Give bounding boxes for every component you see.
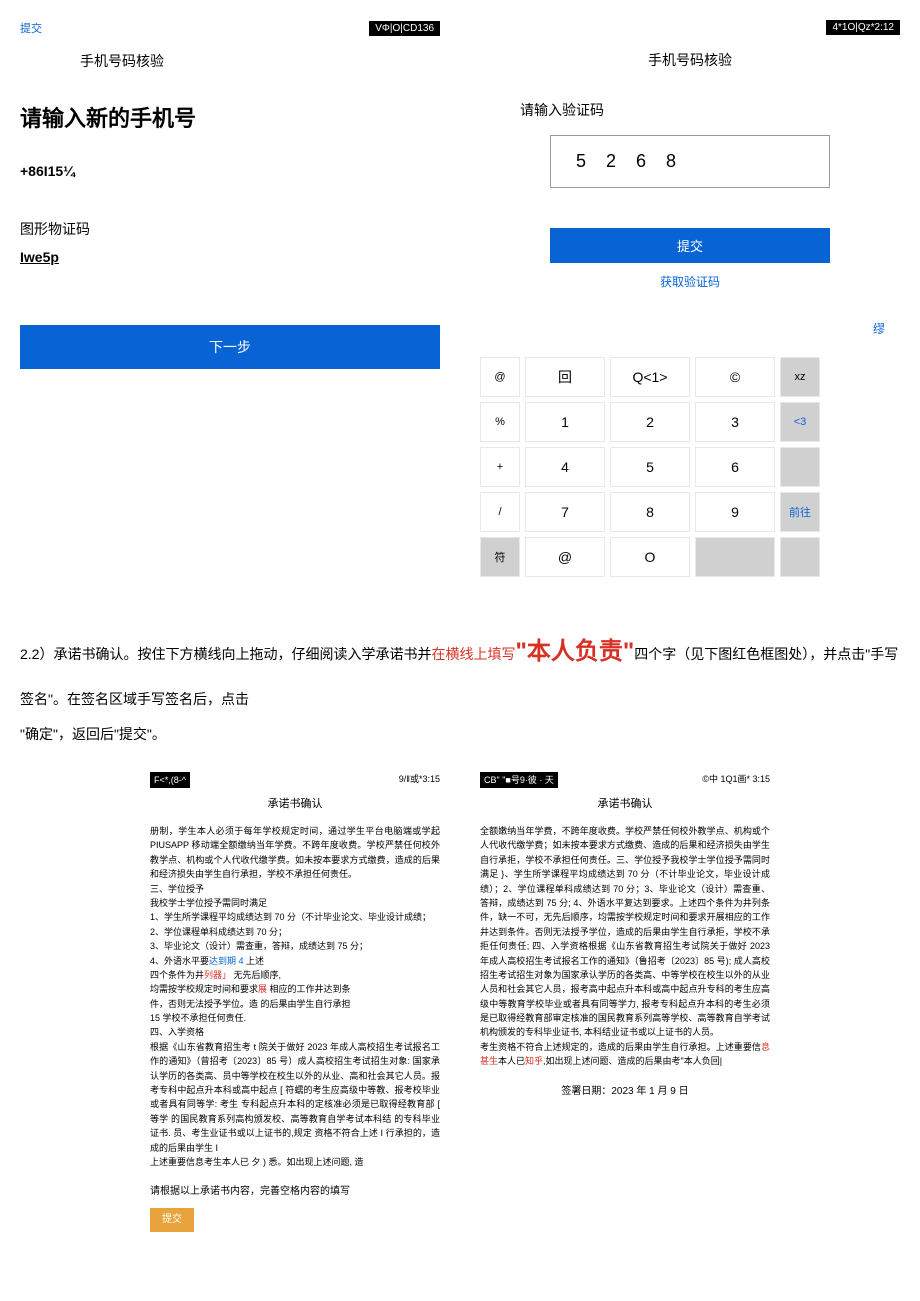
verify-prompt: 请输入验证码 (520, 100, 900, 120)
instruction-text: 2.2）承诺书确认。按住下方横线向上拖动，仔细阅读入学承诺书并在横线上填写"本人… (20, 622, 900, 752)
keypad-key[interactable]: xz (780, 357, 820, 397)
code-digit-2: 2 (606, 151, 616, 172)
keypad-key[interactable]: 8 (610, 492, 690, 532)
keypad-key[interactable]: / (480, 492, 520, 532)
hdr-right-l: 9/‖或*3:15 (399, 772, 440, 788)
phone-prefix[interactable]: +86I15¼ (20, 163, 440, 179)
status-bar-right: 4*1O|Qz*2:12 (480, 20, 900, 35)
keypad-key[interactable] (780, 447, 820, 487)
keypad-key[interactable]: 9 (695, 492, 775, 532)
keypad-key[interactable]: © (695, 357, 775, 397)
status-badge-left: VΦ|O|CD136 (369, 21, 440, 36)
corner-text: 缪 (480, 320, 900, 337)
commitment-title-r: 承诺书确认 (480, 796, 770, 814)
commitment-screenshots: F<*,(8-^ 9/‖或*3:15 承诺书确认 册制，学生本人必须于每年学校规… (20, 772, 900, 1232)
keypad-key[interactable]: @ (525, 537, 605, 577)
get-code-link[interactable]: 获取验证码 (480, 273, 900, 290)
keypad-key[interactable]: 3 (695, 402, 775, 442)
verify-title-left: 手机号码核验 (80, 51, 440, 71)
keypad-key[interactable]: 2 (610, 402, 690, 442)
keypad-key[interactable]: Q<1> (610, 357, 690, 397)
commitment-right-screen: CB" "■号9·彼 · 天 ©中 1Q1画* 3:15 承诺书确认 全额嫩纳当… (470, 772, 780, 1232)
enter-phone-title: 请输入新的手机号 (20, 101, 440, 133)
instruction-red1: 在横线上填写 (431, 646, 515, 662)
keypad-key[interactable]: 符 (480, 537, 520, 577)
keypad-key[interactable]: 前往 (780, 492, 820, 532)
code-digit-4: 8 (666, 151, 676, 172)
next-button[interactable]: 下一步 (20, 325, 440, 369)
keypad-key[interactable]: 6 (695, 447, 775, 487)
commitment-body-l: 册制，学生本人必须于每年学校规定时间，通过学生平台电脑端或学起PIUSAPP 移… (150, 824, 440, 1169)
captcha-input[interactable]: Iwe5p (20, 249, 440, 265)
instruction-prefix: 2.2）承诺书确认。按住下方横线向上拖动，仔细阅读入学承诺书并 (20, 646, 431, 662)
keypad-key[interactable]: @ (480, 357, 520, 397)
keypad-key[interactable]: 1 (525, 402, 605, 442)
submit-orange-button[interactable]: 提交 (150, 1208, 194, 1232)
code-digit-1: 5 (576, 151, 586, 172)
code-digit-3: 6 (636, 151, 646, 172)
keypad-key[interactable]: 7 (525, 492, 605, 532)
hdr-left-l: F<*,(8-^ (150, 772, 190, 788)
verify-title-right: 手机号码核验 (480, 50, 900, 70)
submit-link[interactable]: 提交 (20, 20, 42, 36)
hdr-left-r: CB" "■号9·彼 · 天 (480, 772, 558, 788)
commitment-body-r: 全额嫩纳当年学费，不跨年度收费。学校严禁任何校外教学点、机构或个人代收代缴学费；… (480, 824, 770, 1069)
keypad-key[interactable]: O (610, 537, 690, 577)
instruction-suffix2: "确定"，返回后"提交"。 (20, 726, 166, 742)
status-bar-left: 提交 VΦ|O|CD136 (20, 20, 440, 36)
keypad-key[interactable]: % (480, 402, 520, 442)
phone-input-screen: 提交 VΦ|O|CD136 手机号码核验 请输入新的手机号 +86I15¼ 图形… (20, 20, 440, 582)
keypad-key[interactable]: 4 (525, 447, 605, 487)
keypad-key[interactable] (780, 537, 820, 577)
commitment-title-l: 承诺书确认 (150, 796, 440, 814)
status-badge-right: 4*1O|Qz*2:12 (826, 20, 900, 35)
captcha-label: 图形物证码 (20, 219, 440, 239)
verify-code-screen: 4*1O|Qz*2:12 手机号码核验 请输入验证码 5 2 6 8 提交 获取… (480, 20, 900, 582)
bottom-prompt-l: 请根据以上承诺书内容，完善空格内容的填写 (150, 1184, 440, 1200)
keypad-key[interactable] (695, 537, 775, 577)
keypad-key[interactable]: + (480, 447, 520, 487)
keypad-key[interactable]: <3 (780, 402, 820, 442)
keypad-key[interactable]: 回 (525, 357, 605, 397)
hdr-right-r: ©中 1Q1画* 3:15 (702, 772, 770, 788)
commitment-left-screen: F<*,(8-^ 9/‖或*3:15 承诺书确认 册制，学生本人必须于每年学校规… (140, 772, 450, 1232)
sign-date: 签署日期：2023 年 1 月 9 日 (480, 1084, 770, 1100)
keypad-key[interactable]: 5 (610, 447, 690, 487)
instruction-big-red: "本人负责" (515, 638, 634, 665)
code-input-boxes[interactable]: 5 2 6 8 (550, 135, 830, 188)
numeric-keypad: @回Q<1>©xz%123<3+456/789前往符@O (480, 357, 900, 577)
submit-code-button[interactable]: 提交 (550, 228, 830, 263)
